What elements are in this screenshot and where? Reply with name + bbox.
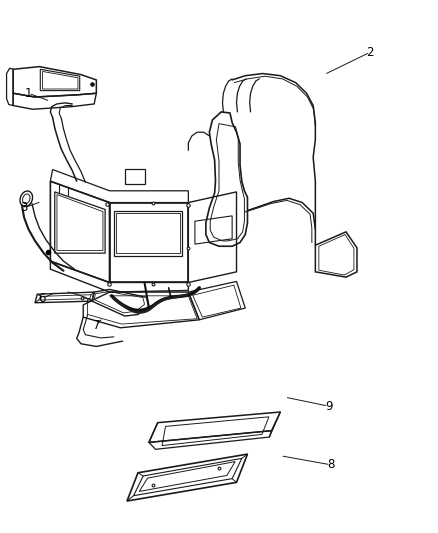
Text: 2: 2 [366,46,374,59]
Text: 3: 3 [21,201,28,214]
Text: 9: 9 [325,400,332,413]
Text: 6: 6 [38,292,46,305]
Text: 1: 1 [25,87,32,100]
Ellipse shape [20,191,32,207]
Text: 8: 8 [327,458,334,471]
Text: 7: 7 [92,319,100,332]
